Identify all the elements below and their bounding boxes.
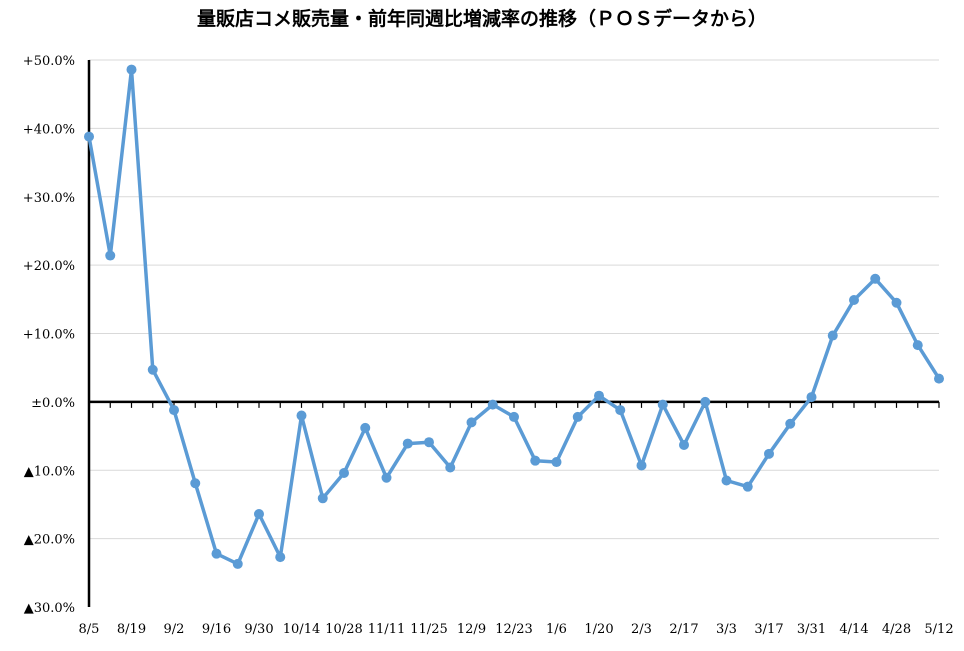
data-point <box>466 417 477 428</box>
data-point <box>105 250 116 261</box>
data-point <box>445 462 456 473</box>
x-tick-label: 4/14 <box>839 622 868 637</box>
data-point <box>891 297 902 308</box>
axes <box>87 60 940 607</box>
data-point <box>487 399 498 410</box>
series-line <box>87 67 941 566</box>
x-tick-label: 1/20 <box>584 622 613 637</box>
y-tick-label: +40.0% <box>23 122 75 137</box>
x-tick-label: 11/11 <box>368 622 405 637</box>
data-point <box>190 478 201 489</box>
data-point <box>509 411 519 422</box>
y-tick-label: ▲20.0% <box>24 533 75 548</box>
y-tick-label: ±0.0% <box>31 396 75 411</box>
data-point <box>211 548 222 559</box>
data-point <box>126 64 137 75</box>
data-point <box>169 405 179 416</box>
data-point <box>275 552 286 563</box>
x-tick-label: 10/28 <box>325 622 362 637</box>
data-point <box>402 438 413 449</box>
data-point <box>742 481 753 492</box>
data-point <box>934 373 944 384</box>
data-point <box>296 410 307 421</box>
data-point <box>827 330 838 341</box>
data-point <box>147 364 158 375</box>
x-tick-label: 9/30 <box>244 622 273 637</box>
x-tick-label: 11/25 <box>410 622 447 637</box>
y-tick-label: +30.0% <box>23 191 75 206</box>
x-tick-label: 3/3 <box>716 622 737 637</box>
data-point <box>912 340 923 351</box>
data-point <box>339 467 349 478</box>
data-point <box>254 509 264 520</box>
data-point <box>317 493 328 504</box>
y-tick-label: +50.0% <box>23 54 75 69</box>
data-point <box>764 448 774 459</box>
x-tick-label: 9/2 <box>164 622 185 637</box>
x-tick-label: 10/14 <box>283 622 320 637</box>
data-point <box>657 399 668 410</box>
y-tick-label: +10.0% <box>23 328 75 343</box>
data-point <box>84 131 94 142</box>
x-tick-label: 9/16 <box>202 622 231 637</box>
data-point <box>721 475 732 486</box>
data-point <box>572 411 583 422</box>
y-tick-label: +20.0% <box>23 259 75 274</box>
data-point <box>806 392 817 403</box>
data-point <box>679 439 689 450</box>
x-tick-label: 3/31 <box>797 622 826 637</box>
x-tick-label: 2/3 <box>631 622 652 637</box>
data-point <box>615 405 626 416</box>
data-point <box>785 418 796 429</box>
gridlines <box>89 59 939 540</box>
data-point <box>232 558 243 569</box>
y-tick-labels: +50.0% +40.0% +30.0% +20.0% +10.0% ±0.0% ▲10.0… <box>23 54 75 616</box>
x-tick-label: 12/23 <box>495 622 532 637</box>
x-tick-label: 8/5 <box>79 622 100 637</box>
x-tick-label: 8/19 <box>117 622 146 637</box>
data-point <box>849 294 859 305</box>
x-tick-labels: 8/5 8/19 9/2 9/16 9/30 10/14 10/28 11/11 11/25 12… <box>79 622 954 637</box>
x-tick-label: 3/17 <box>754 622 783 637</box>
data-point <box>551 457 562 468</box>
x-tick-label: 12/9 <box>457 622 486 637</box>
data-point <box>530 455 541 466</box>
data-point <box>636 460 647 471</box>
data-series <box>84 64 944 569</box>
chart-title: 量販店コメ販売量・前年同週比増減率の推移（ＰＯＳデータから） <box>196 8 767 30</box>
x-tick-label: 2/17 <box>669 622 698 637</box>
x-tick-label: 1/6 <box>546 622 567 637</box>
data-point <box>700 396 711 407</box>
data-point <box>360 422 371 433</box>
x-tick-label: 5/12 <box>924 622 953 637</box>
data-point <box>424 437 434 448</box>
x-tick-label: 4/28 <box>882 622 911 637</box>
data-point <box>594 390 604 401</box>
y-tick-label: ▲30.0% <box>24 601 75 616</box>
data-point <box>870 273 881 284</box>
data-point <box>381 472 392 483</box>
y-tick-label: ▲10.0% <box>24 464 75 479</box>
